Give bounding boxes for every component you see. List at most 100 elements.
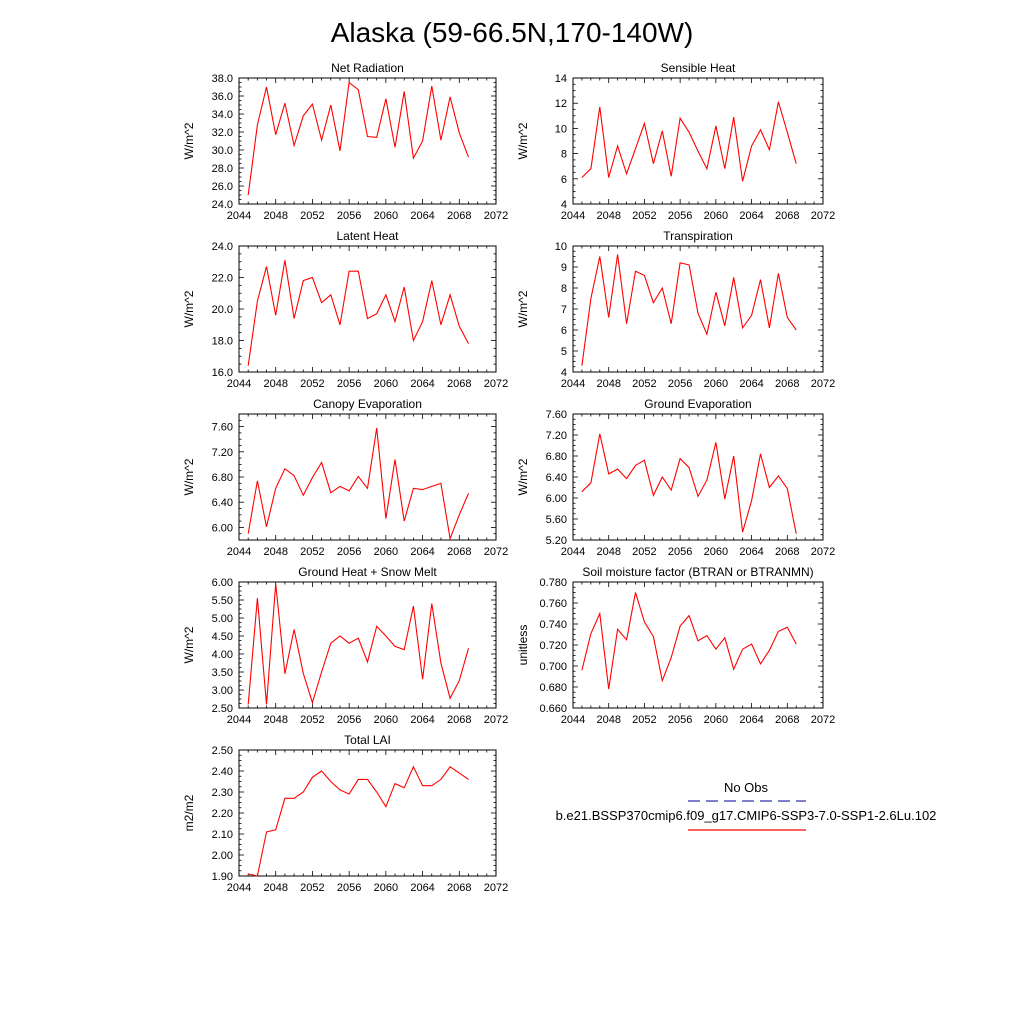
- series-line: [581, 101, 797, 182]
- y-tick-label: 2.30: [212, 787, 233, 799]
- x-tick-label: 2060: [374, 378, 398, 390]
- y-tick-label: 2.10: [212, 829, 233, 841]
- x-tick-label: 2068: [775, 546, 799, 558]
- panel-ground-heat-snow-melt: Ground Heat + Snow Melt W/m^2 2044 2048 2052…: [182, 565, 508, 726]
- y-tick-label: 4.50: [212, 631, 233, 643]
- x-tick-label: 2068: [447, 546, 471, 558]
- y-axis-label: W/m^2: [182, 626, 196, 663]
- panel-latent-heat: Latent Heat W/m^2 2044 2048 2052 2056 2060 2064…: [182, 229, 508, 390]
- y-tick-label: 2.50: [212, 703, 233, 715]
- y-tick-label: 5.50: [212, 595, 233, 607]
- y-tick-label: 7: [561, 304, 567, 316]
- y-tick-label: 0.700: [539, 661, 567, 673]
- y-tick-label: 5.20: [546, 535, 567, 547]
- panel-total-lai: Total LAI m2/m2 2044 2048 2052 2056 2060 2064 20…: [182, 733, 508, 894]
- y-axis-label: W/m^2: [182, 290, 196, 327]
- y-tick-label: 5.00: [212, 613, 233, 625]
- panel-title: Latent Heat: [336, 229, 399, 243]
- x-tick-label: 2044: [561, 546, 585, 558]
- legend: No Obs b.e21.BSSP370cmip6.f09_g17.CMIP6-…: [556, 780, 937, 831]
- x-tick-label: 2044: [561, 210, 585, 222]
- x-tick-label: 2068: [775, 378, 799, 390]
- x-tick-label: 2064: [410, 714, 434, 726]
- y-tick-label: 0.760: [539, 598, 567, 610]
- y-tick-label: 10: [555, 241, 567, 253]
- x-tick-label: 2052: [300, 714, 324, 726]
- x-tick-label: 2072: [811, 546, 835, 558]
- x-tick-label: 2064: [410, 210, 434, 222]
- x-tick-label: 2068: [447, 378, 471, 390]
- panel-transpiration: Transpiration W/m^2 2044 2048 2052 2056 2060 20…: [516, 229, 835, 390]
- y-tick-label: 0.660: [539, 703, 567, 715]
- y-tick-label: 8: [561, 149, 567, 161]
- x-tick-label: 2048: [263, 714, 287, 726]
- x-tick-label: 2056: [668, 714, 692, 726]
- y-tick-label: 30.0: [212, 145, 233, 157]
- x-tick-label: 2068: [775, 714, 799, 726]
- legend-case-label: b.e21.BSSP370cmip6.f09_g17.CMIP6-SSP3-7.…: [556, 808, 937, 823]
- y-tick-label: 7.20: [212, 447, 233, 459]
- x-tick-label: 2068: [447, 210, 471, 222]
- y-tick-label: 6.00: [212, 522, 233, 534]
- x-tick-label: 2072: [484, 546, 508, 558]
- x-tick-label: 2056: [668, 546, 692, 558]
- y-tick-label: 34.0: [212, 109, 233, 121]
- chart-panels: Net Radiation W/m^2 2044 2048 2052 2056 2060 20…: [182, 61, 835, 894]
- y-tick-label: 5.60: [546, 514, 567, 526]
- x-tick-label: 2044: [227, 210, 251, 222]
- y-tick-label: 5: [561, 346, 567, 358]
- y-tick-label: 6.40: [546, 472, 567, 484]
- x-tick-label: 2056: [337, 210, 361, 222]
- x-tick-label: 2072: [811, 714, 835, 726]
- y-tick-label: 28.0: [212, 163, 233, 175]
- series-line: [247, 260, 469, 366]
- y-tick-label: 6.00: [212, 577, 233, 589]
- x-tick-label: 2052: [300, 210, 324, 222]
- x-tick-label: 2060: [704, 210, 728, 222]
- y-tick-label: 2.40: [212, 766, 233, 778]
- y-axis-label: W/m^2: [516, 122, 530, 159]
- panel-soil-moisture-factor-btran-or-btranmn: Soil moisture factor (BTRAN or BTRANMN) u…: [516, 565, 835, 726]
- y-tick-label: 24.0: [212, 241, 233, 253]
- x-tick-label: 2052: [632, 714, 656, 726]
- x-tick-label: 2044: [227, 882, 251, 894]
- x-tick-label: 2072: [484, 882, 508, 894]
- x-tick-label: 2052: [632, 546, 656, 558]
- x-tick-label: 2044: [227, 378, 251, 390]
- y-tick-label: 6.00: [546, 493, 567, 505]
- y-tick-label: 6: [561, 174, 567, 186]
- x-tick-label: 2044: [227, 714, 251, 726]
- panel-title: Ground Heat + Snow Melt: [298, 565, 437, 579]
- x-tick-label: 2048: [596, 210, 620, 222]
- x-tick-label: 2052: [632, 378, 656, 390]
- x-tick-label: 2060: [704, 378, 728, 390]
- y-tick-label: 16.0: [212, 367, 233, 379]
- y-tick-label: 0.780: [539, 577, 567, 589]
- panel-title: Canopy Evaporation: [313, 397, 422, 411]
- x-tick-label: 2048: [596, 714, 620, 726]
- y-tick-label: 6: [561, 325, 567, 337]
- y-tick-label: 8: [561, 283, 567, 295]
- x-tick-label: 2056: [337, 882, 361, 894]
- y-tick-label: 0.740: [539, 619, 567, 631]
- panel-sensible-heat: Sensible Heat W/m^2 2044 2048 2052 2056 2060 20…: [516, 61, 835, 222]
- y-tick-label: 2.20: [212, 808, 233, 820]
- y-tick-label: 14: [555, 73, 567, 85]
- y-tick-label: 22.0: [212, 273, 233, 285]
- series-line: [581, 592, 797, 690]
- y-tick-label: 24.0: [212, 199, 233, 211]
- x-tick-label: 2060: [374, 714, 398, 726]
- x-tick-label: 2052: [632, 210, 656, 222]
- y-tick-label: 7.20: [546, 430, 567, 442]
- y-tick-label: 3.00: [212, 685, 233, 697]
- x-tick-label: 2048: [263, 210, 287, 222]
- series-line: [581, 433, 797, 534]
- x-tick-label: 2052: [300, 882, 324, 894]
- x-tick-label: 2072: [811, 210, 835, 222]
- x-tick-label: 2064: [410, 882, 434, 894]
- x-tick-label: 2068: [447, 714, 471, 726]
- y-axis-label: W/m^2: [182, 458, 196, 495]
- y-tick-label: 1.90: [212, 871, 233, 883]
- panel-title: Sensible Heat: [661, 61, 736, 75]
